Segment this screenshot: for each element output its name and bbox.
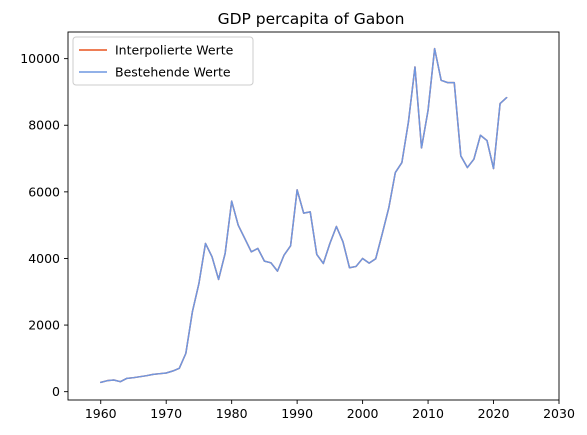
x-axis: 1960 1970 1980 1990 2000 2010 2020 2030 [85, 400, 575, 421]
y-axis: 0 2000 4000 6000 8000 10000 [20, 51, 68, 399]
y-tick-label: 0 [52, 384, 60, 399]
x-tick-label: 1960 [85, 406, 117, 421]
y-tick-label: 4000 [28, 251, 60, 266]
x-tick-label: 1980 [216, 406, 248, 421]
chart-title: GDP percapita of Gabon [218, 10, 405, 28]
plot-frame [67, 31, 560, 401]
x-tick-label: 2030 [543, 406, 575, 421]
y-tick-label: 10000 [20, 51, 60, 66]
y-tick-label: 8000 [28, 118, 60, 133]
y-tick-label: 2000 [28, 318, 60, 333]
y-tick-label: 6000 [28, 184, 60, 199]
legend-box [72, 36, 254, 86]
x-tick-label: 2000 [347, 406, 379, 421]
legend-label-interpolated: Interpolierte Werte [115, 43, 234, 58]
x-tick-label: 2010 [412, 406, 444, 421]
x-tick-label: 1970 [150, 406, 182, 421]
series-layer [99, 47, 508, 384]
x-tick-label: 1990 [281, 406, 313, 421]
legend: Interpolierte Werte Bestehende Werte [72, 36, 254, 86]
x-tick-label: 2020 [478, 406, 510, 421]
series-line-0 [99, 47, 508, 384]
series-line-1 [99, 47, 508, 384]
legend-label-existing: Bestehende Werte [115, 65, 231, 80]
